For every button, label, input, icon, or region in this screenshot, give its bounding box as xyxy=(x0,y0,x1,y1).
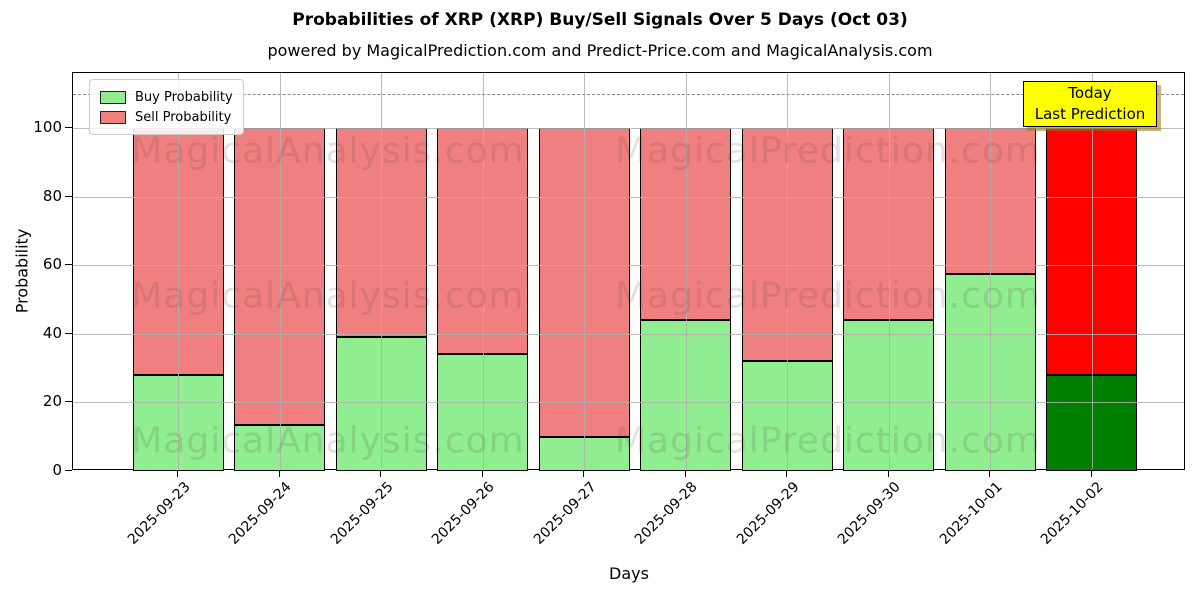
watermark-text: MagicalPrediction.com xyxy=(615,130,1041,172)
x-tick-label: 2025-09-26 xyxy=(428,479,498,548)
chart-subtitle: powered by MagicalPrediction.com and Pre… xyxy=(267,41,933,60)
chart-title: Probabilities of XRP (XRP) Buy/Sell Sign… xyxy=(292,10,908,30)
annotation-line-1: Today xyxy=(1068,84,1112,102)
x-tick-mark xyxy=(177,471,178,477)
today-annotation: Today Last Prediction xyxy=(1023,81,1157,127)
gridline-vertical xyxy=(888,73,890,469)
y-tick-mark xyxy=(65,401,72,403)
y-tick-mark xyxy=(65,127,72,128)
watermark-text: MagicalAnalysis.com xyxy=(131,275,525,317)
gridline-horizontal xyxy=(73,196,1184,198)
gridline-vertical xyxy=(381,73,382,469)
x-tick-label: 2025-09-27 xyxy=(530,479,600,548)
y-tick-label: 100 xyxy=(33,118,62,136)
y-tick-label: 20 xyxy=(42,392,62,411)
y-tick-mark xyxy=(65,332,72,334)
gridline-horizontal xyxy=(73,128,1184,129)
x-tick-mark xyxy=(380,471,381,477)
x-tick-mark xyxy=(1090,471,1092,477)
sell-color-swatch xyxy=(100,110,126,124)
y-tick-mark xyxy=(65,264,72,266)
x-tick-mark xyxy=(278,471,280,477)
gridline-horizontal xyxy=(73,333,1184,335)
x-tick-label: 2025-09-25 xyxy=(327,479,397,548)
watermark-text: MagicalAnalysis.com xyxy=(131,420,525,462)
x-tick-label: 2025-09-23 xyxy=(124,479,194,548)
x-tick-label: 2025-10-02 xyxy=(1037,479,1107,548)
y-tick-label: 0 xyxy=(52,461,62,479)
y-tick-label: 80 xyxy=(42,186,62,205)
gridline-horizontal xyxy=(73,265,1184,267)
x-tick-label: 2025-09-30 xyxy=(834,479,904,548)
y-tick-label: 40 xyxy=(42,323,62,342)
gridline-vertical xyxy=(685,73,687,469)
gridline-vertical xyxy=(990,73,991,469)
y-tick-label: 60 xyxy=(42,255,62,274)
legend-entry-sell: Sell Probability xyxy=(100,107,233,127)
gridline-vertical xyxy=(178,73,179,469)
x-tick-mark xyxy=(887,471,889,477)
x-tick-label: 2025-10-01 xyxy=(936,479,1006,548)
gridline-vertical xyxy=(787,73,788,469)
gridline-vertical xyxy=(279,73,281,469)
legend-label-sell: Sell Probability xyxy=(135,109,232,125)
watermark-text: MagicalPrediction.com xyxy=(615,420,1041,462)
x-tick-mark xyxy=(684,471,686,477)
x-tick-label: 2025-09-24 xyxy=(225,479,295,548)
legend-label-buy: Buy Probability xyxy=(135,89,233,105)
buy-color-swatch xyxy=(100,90,126,104)
x-tick-mark xyxy=(786,471,787,477)
gridline-vertical xyxy=(1091,73,1093,469)
gridline-vertical xyxy=(482,73,484,469)
x-tick-mark xyxy=(583,471,584,477)
x-axis-label: Days xyxy=(609,564,649,583)
legend-entry-buy: Buy Probability xyxy=(100,87,233,107)
y-tick-mark xyxy=(65,470,72,471)
legend: Buy Probability Sell Probability xyxy=(89,79,244,135)
x-tick-mark xyxy=(989,471,990,477)
dashed-threshold-line xyxy=(73,93,1184,95)
gridline-vertical xyxy=(584,73,585,469)
x-tick-label: 2025-09-28 xyxy=(631,479,701,548)
watermark-text: MagicalPrediction.com xyxy=(615,275,1041,317)
plot-area: Buy Probability Sell Probability Today L… xyxy=(72,72,1185,471)
annotation-line-2: Last Prediction xyxy=(1034,105,1146,123)
y-tick-mark xyxy=(65,195,72,197)
x-tick-mark xyxy=(481,471,483,477)
gridline-horizontal xyxy=(73,402,1184,404)
x-tick-label: 2025-09-29 xyxy=(733,479,803,548)
watermark-text: MagicalAnalysis.com xyxy=(131,130,525,172)
